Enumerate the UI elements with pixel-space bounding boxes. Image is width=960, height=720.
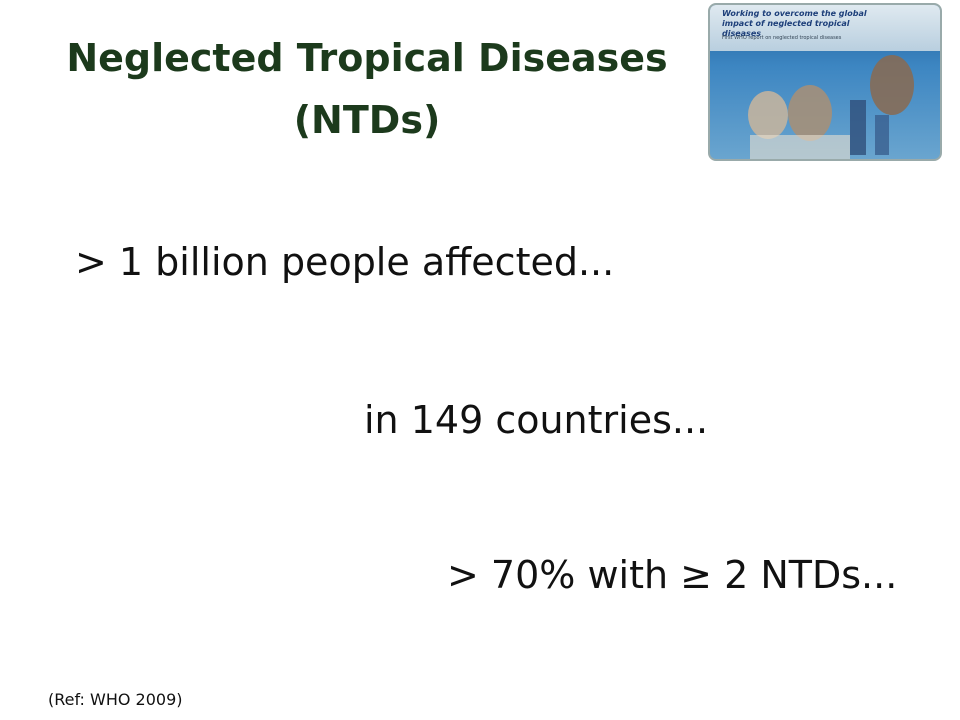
cover-heading: Working to overcome the global impact of… (722, 9, 867, 38)
cover-art (748, 55, 914, 159)
title-line: (NTDs) (293, 98, 441, 142)
cover-header (710, 5, 940, 51)
cover-image: Working to overcome the global impact of… (708, 3, 942, 161)
title-line: Neglected Tropical Diseases (66, 36, 668, 80)
point: > 70% with ≥ 2 NTDs... (447, 553, 898, 597)
cover-subheading: First WHO report on neglected tropical d… (722, 35, 842, 41)
point: in 149 countries... (364, 398, 709, 442)
point: > 1 billion people affected... (75, 240, 615, 284)
reference: (Ref: WHO 2009) (48, 690, 183, 709)
